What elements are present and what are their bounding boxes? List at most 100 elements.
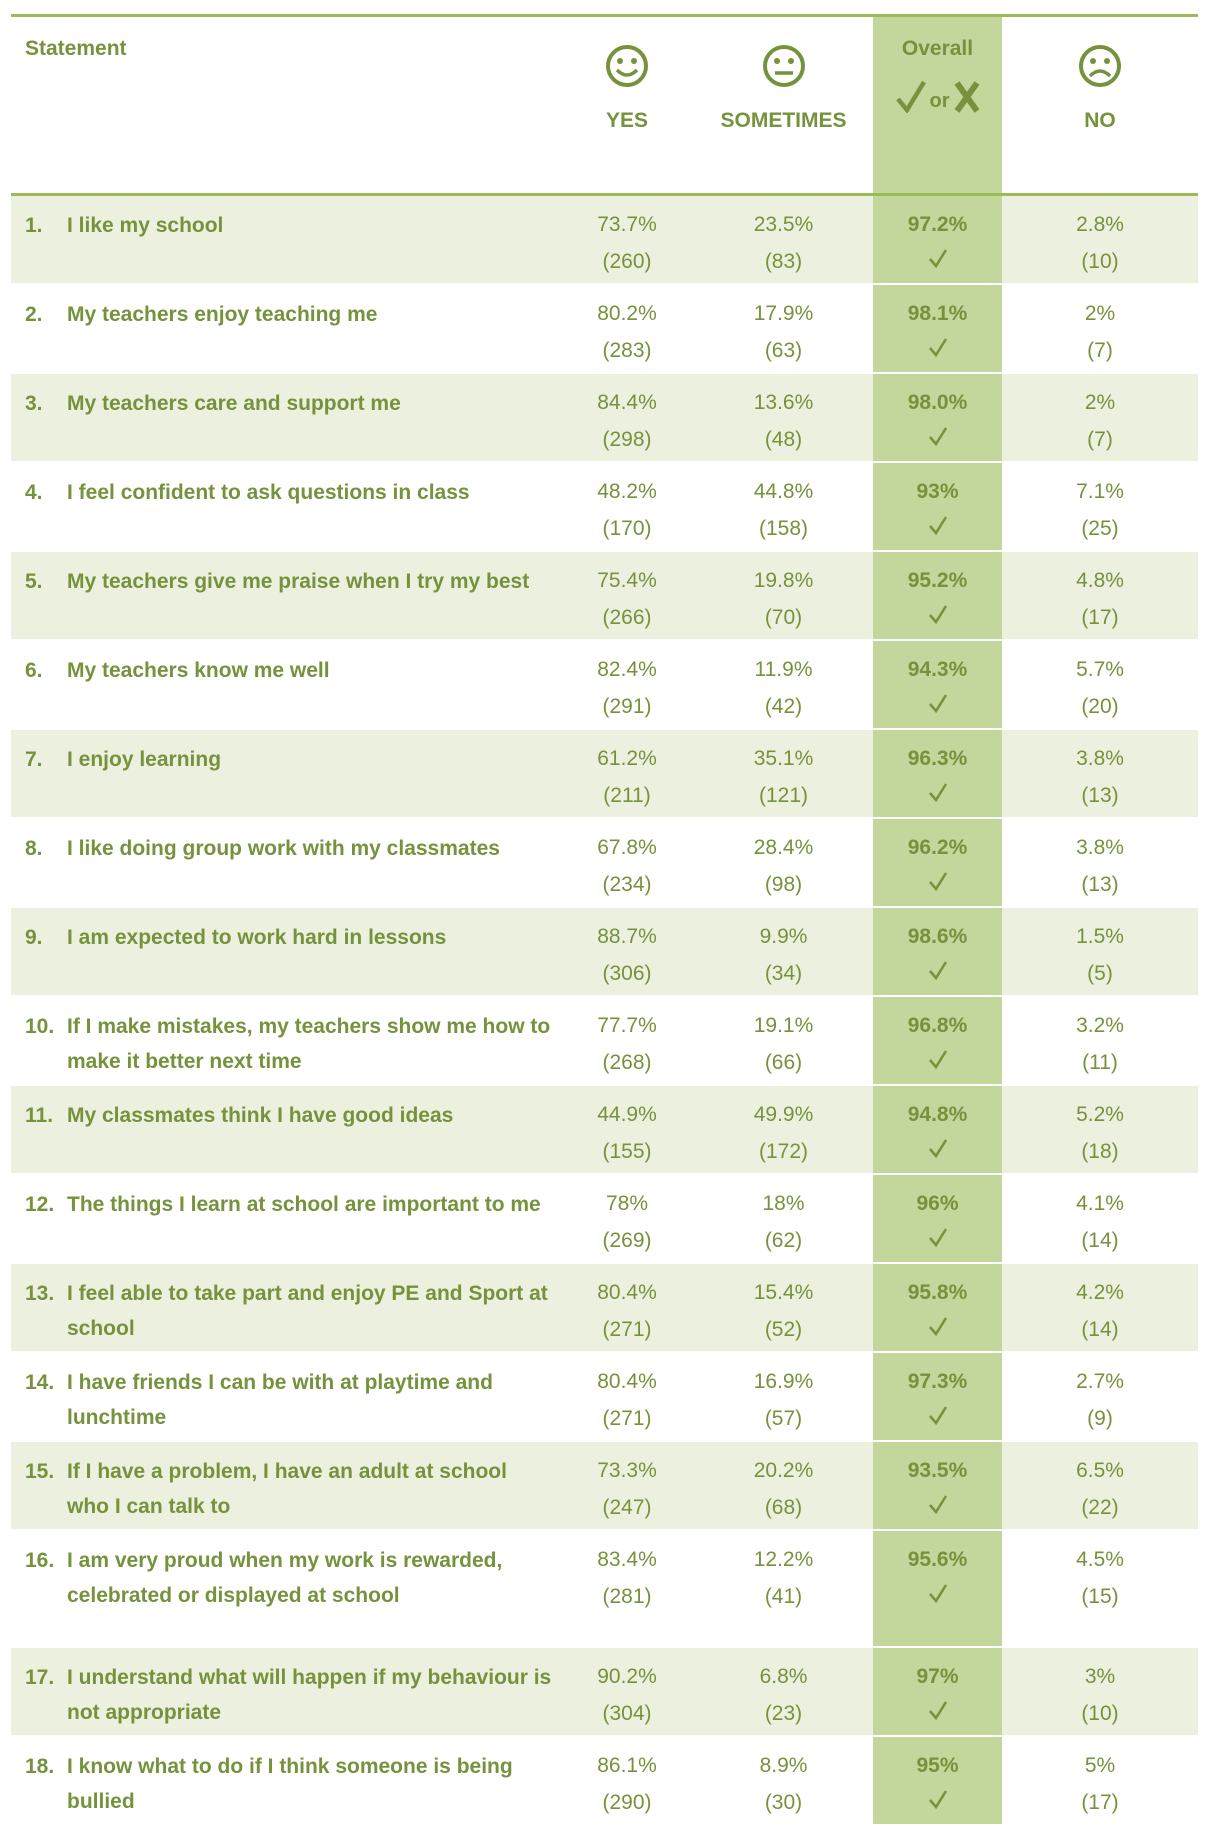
check-icon xyxy=(928,249,947,269)
sometimes-percent: 35.1% xyxy=(753,747,814,770)
yes-percent: 73.3% xyxy=(597,1459,657,1482)
overall: 96% xyxy=(873,1175,1002,1248)
no-count: (10) xyxy=(1081,250,1119,273)
check-icon xyxy=(928,516,947,536)
no-cell: 7.1% (25) xyxy=(1002,462,1198,552)
no-percent: 2% xyxy=(1084,302,1116,325)
sometimes-count: (68) xyxy=(764,1496,803,1519)
overall-cell: 97.2% xyxy=(873,194,1002,285)
sometimes-percent: 20.2% xyxy=(753,1459,814,1482)
yes: 75.4% (266) xyxy=(560,552,694,634)
statement-cell: 4. I feel confident to ask questions in c… xyxy=(11,462,560,552)
yes-count: (170) xyxy=(602,517,652,540)
check-icon xyxy=(928,1406,947,1426)
overall-percent: 95.8% xyxy=(907,1281,968,1304)
yes: 80.4% (271) xyxy=(560,1353,694,1435)
statement-cell: 1. I like my school xyxy=(11,194,560,285)
statement-text: I am very proud when my work is rewarded… xyxy=(67,1549,503,1607)
yes-cell: 73.3% (247) xyxy=(560,1441,694,1531)
sometimes-count: (62) xyxy=(764,1229,803,1252)
no-count: (13) xyxy=(1081,784,1119,807)
no: 3.2% (11) xyxy=(1002,997,1198,1079)
sometimes-cell: 9.9% (34) xyxy=(694,907,873,997)
sometimes-percent: 8.9% xyxy=(759,1754,808,1777)
no-count: (5) xyxy=(1087,962,1113,985)
yes-cell: 75.4% (266) xyxy=(560,551,694,641)
statement-number: 14. xyxy=(25,1371,55,1394)
statement-number: 3. xyxy=(25,392,43,415)
statement-text: I am expected to work hard in lessons xyxy=(67,926,447,949)
sometimes-count: (30) xyxy=(764,1791,803,1814)
sometimes-cell: 13.6% (48) xyxy=(694,373,873,463)
no-count: (7) xyxy=(1087,339,1113,362)
sometimes: 13.6% (48) xyxy=(694,374,873,456)
overall-cell: 97% xyxy=(873,1647,1002,1737)
sometimes-count: (158) xyxy=(758,517,809,540)
overall: 96.3% xyxy=(873,730,1002,803)
survey-table-wrap: Statement YES SOMETIMES Overall or NO 1.… xyxy=(11,14,1198,1826)
yes: 88.7% (306) xyxy=(560,908,694,990)
yes: 80.4% (271) xyxy=(560,1264,694,1346)
no-count: (10) xyxy=(1081,1702,1119,1725)
no: 4.8% (17) xyxy=(1002,552,1198,634)
statement-cell: 16. I am very proud when my work is rewar… xyxy=(11,1530,560,1648)
header-or: or xyxy=(929,90,950,112)
sometimes-count: (121) xyxy=(758,784,809,807)
overall-percent: 98.1% xyxy=(907,302,968,325)
header-sometimes: SOMETIMES xyxy=(720,109,847,132)
overall-percent: 93.5% xyxy=(907,1459,968,1482)
header-statement: Statement xyxy=(11,14,560,196)
sometimes-percent: 19.8% xyxy=(753,569,814,592)
overall: 94.3% xyxy=(873,641,1002,714)
yes-cell: 86.1% (290) xyxy=(560,1736,694,1826)
no-percent: 2.7% xyxy=(1076,1370,1124,1393)
table-body: Statement YES SOMETIMES Overall or NO 1.… xyxy=(11,14,1198,1826)
overall: 96.2% xyxy=(873,819,1002,892)
statement-text: My teachers care and support me xyxy=(67,392,401,415)
sometimes-cell: 12.2% (41) xyxy=(694,1530,873,1648)
sometimes-cell: 20.2% (68) xyxy=(694,1441,873,1531)
sometimes-percent: 15.4% xyxy=(753,1281,814,1304)
yes-count: (260) xyxy=(602,250,652,273)
yes-count: (247) xyxy=(602,1496,652,1519)
check-icon xyxy=(928,1050,947,1070)
yes-percent: 73.7% xyxy=(597,213,657,236)
sometimes: 17.9% (63) xyxy=(694,285,873,367)
yes-percent: 44.9% xyxy=(597,1103,657,1126)
yes-cell: 90.2% (304) xyxy=(560,1647,694,1737)
no: 2% (7) xyxy=(1002,285,1198,367)
statement: 3. My teachers care and support me xyxy=(11,374,560,421)
no-count: (14) xyxy=(1081,1318,1119,1341)
overall-cell: 93.5% xyxy=(873,1441,1002,1531)
sometimes-cell: 6.8% (23) xyxy=(694,1647,873,1737)
check-icon xyxy=(928,694,947,714)
statement-cell: 15. If I have a problem, I have an adult … xyxy=(11,1441,560,1531)
yes: 84.4% (298) xyxy=(560,374,694,456)
statement: 10. If I make mistakes, my teachers show … xyxy=(11,997,560,1079)
overall-cell: 98.6% xyxy=(873,907,1002,997)
table-row: 5. My teachers give me praise when I try … xyxy=(11,551,1198,641)
overall: 97.3% xyxy=(873,1353,1002,1426)
table-row: 6. My teachers know me well 82.4% (291) 11.9… xyxy=(11,640,1198,730)
yes-cell: 83.4% (281) xyxy=(560,1530,694,1648)
yes-percent: 80.4% xyxy=(597,1370,657,1393)
no-cell: 4.2% (14) xyxy=(1002,1263,1198,1353)
overall-percent: 94.3% xyxy=(907,658,968,681)
sometimes-percent: 44.8% xyxy=(753,480,814,503)
sometimes-cell: 17.9% (63) xyxy=(694,284,873,374)
sometimes: 19.1% (66) xyxy=(694,997,873,1079)
yes-percent: 83.4% xyxy=(597,1548,657,1571)
no-percent: 3% xyxy=(1084,1665,1116,1688)
statement-text: I like doing group work with my classmat… xyxy=(67,837,500,860)
table-row: 13. I feel able to take part and enjoy PE… xyxy=(11,1263,1198,1353)
header-yes-cell: YES xyxy=(560,14,694,196)
overall-percent: 96.3% xyxy=(907,747,968,770)
sometimes-cell: 23.5% (83) xyxy=(694,194,873,285)
statement-text: I feel able to take part and enjoy PE an… xyxy=(67,1282,548,1340)
overall: 93.5% xyxy=(873,1442,1002,1515)
sometimes: 49.9% (172) xyxy=(694,1086,873,1168)
statement-cell: 8. I like doing group work with my classm… xyxy=(11,818,560,908)
statement-number: 5. xyxy=(25,570,43,593)
table-row: 17. I understand what will happen if my b… xyxy=(11,1647,1198,1737)
sometimes-cell: 28.4% (98) xyxy=(694,818,873,908)
